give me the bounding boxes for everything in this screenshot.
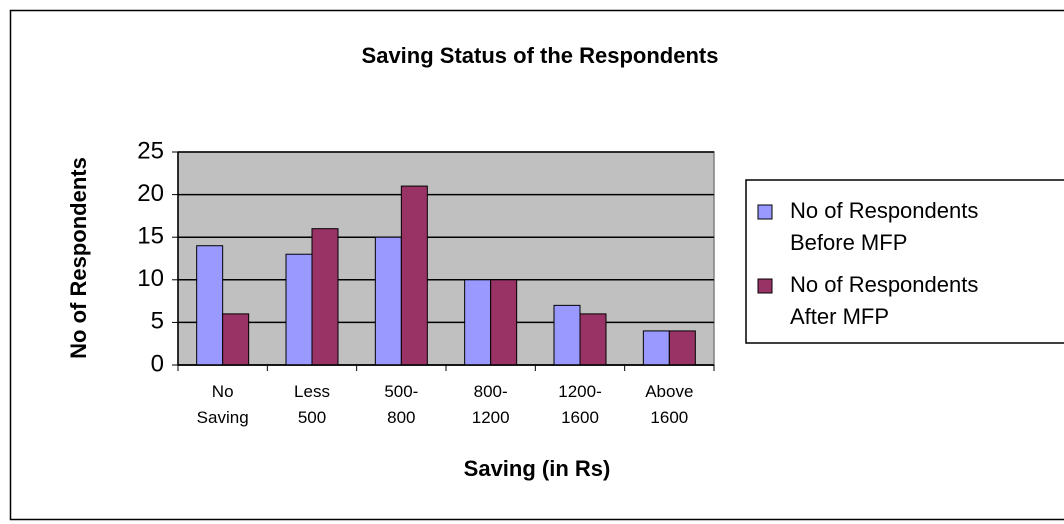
legend-swatch	[757, 204, 773, 220]
bar	[196, 245, 224, 366]
x-tick-label: No Saving	[197, 382, 249, 427]
x-axis-title: Saving (in Rs)	[464, 456, 611, 481]
bar	[668, 330, 696, 366]
x-tick-label: Less 500	[294, 382, 330, 427]
legend-label: No of Respondents Before MFP	[790, 198, 978, 255]
bar	[642, 330, 670, 366]
y-axis-title: No of Respondents	[66, 157, 91, 359]
bar	[464, 279, 492, 366]
x-tick-label: 500-800	[384, 382, 418, 427]
y-tick-label: 10	[137, 265, 164, 292]
x-tick-label: 800-1200	[472, 382, 510, 427]
bar	[490, 279, 518, 366]
bar	[311, 228, 339, 366]
bar	[285, 253, 313, 366]
bar	[222, 313, 250, 366]
x-tick-label: Above 1600	[645, 382, 693, 427]
bar	[553, 304, 581, 366]
y-tick-label: 15	[137, 223, 164, 250]
bar	[579, 313, 607, 366]
legend-swatch	[757, 278, 773, 294]
y-tick-label: 25	[137, 137, 164, 164]
y-tick-label: 20	[137, 180, 164, 207]
y-tick-label: 0	[151, 350, 164, 377]
bar	[400, 185, 428, 366]
x-tick-label: 1200-1600	[558, 382, 601, 427]
legend-box	[745, 179, 1064, 344]
legend-label: No of Respondents After MFP	[790, 272, 978, 329]
y-tick-label: 5	[151, 308, 164, 335]
bar	[374, 236, 402, 366]
chart-title: Saving Status of the Respondents	[362, 43, 719, 68]
plot-area	[177, 151, 715, 366]
